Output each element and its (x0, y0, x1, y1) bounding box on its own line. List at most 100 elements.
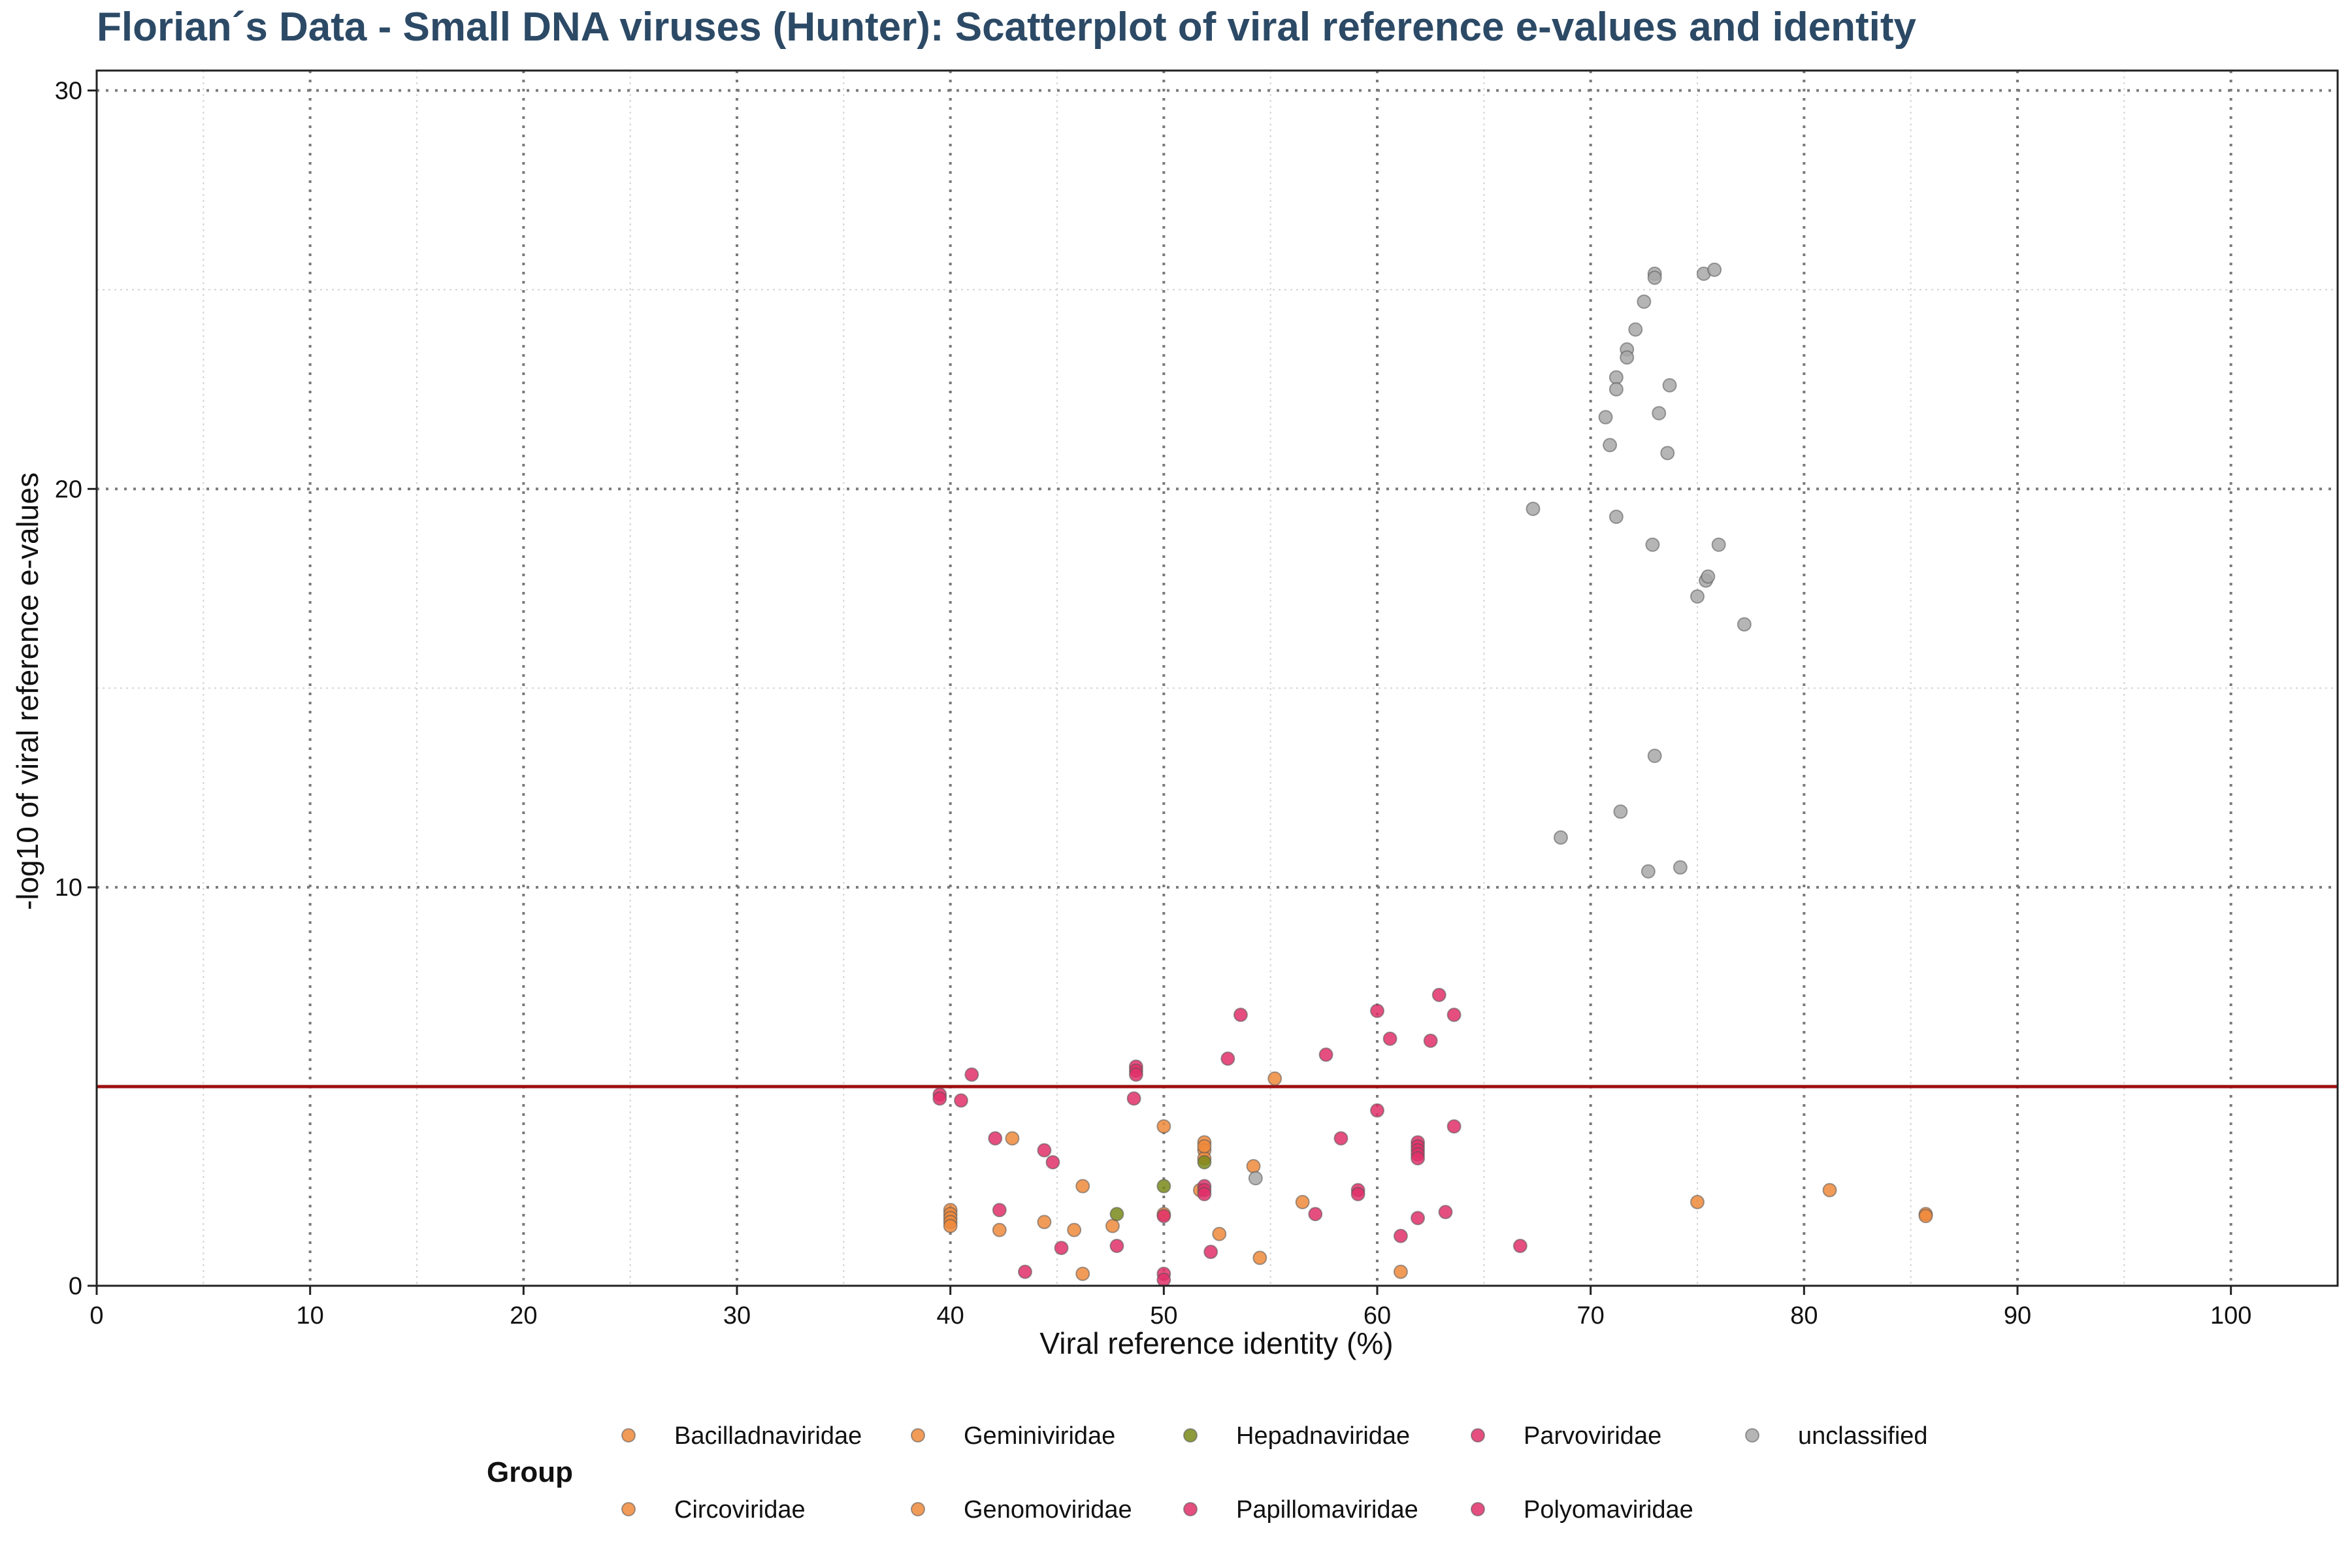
legend-title: Group (487, 1456, 573, 1488)
data-point (1203, 1245, 1218, 1260)
legend: Bacilladnaviridae Circoviridae Geminivirid… (621, 1422, 1928, 1524)
data-point (1641, 864, 1656, 879)
data-point (988, 1131, 1003, 1146)
data-point (1393, 1264, 1408, 1279)
data-point (1822, 1183, 1837, 1198)
data-point (1620, 350, 1635, 365)
y-tick-label: 0 (69, 1273, 82, 1300)
legend-item: Papillomaviridae (1183, 1496, 1418, 1524)
data-point (1109, 1207, 1124, 1222)
data-point (1438, 1205, 1453, 1220)
data-point (1609, 370, 1624, 385)
data-point (1156, 1272, 1171, 1287)
data-point (1212, 1226, 1227, 1241)
legend-marker (621, 1428, 636, 1443)
data-point (1652, 406, 1667, 421)
data-point (1662, 378, 1677, 393)
data-point (1054, 1241, 1069, 1256)
x-tick-label: 50 (1150, 1302, 1177, 1330)
data-point (1526, 501, 1541, 516)
data-point (1673, 860, 1688, 875)
data-point (1220, 1051, 1235, 1066)
x-tick-label: 100 (2210, 1302, 2251, 1330)
data-point (1105, 1218, 1120, 1233)
data-point (1005, 1131, 1020, 1146)
data-point (1512, 1239, 1527, 1254)
data-point (1370, 1103, 1384, 1118)
data-point (992, 1203, 1007, 1218)
data-point (1252, 1250, 1267, 1266)
data-point (1382, 1031, 1397, 1046)
data-point (1233, 1007, 1248, 1022)
legend-label: unclassified (1798, 1422, 1928, 1450)
data-point (1156, 1179, 1171, 1194)
legend-marker (1471, 1502, 1485, 1516)
data-point (1197, 1139, 1212, 1154)
data-point (1333, 1131, 1348, 1146)
legend-item: Hepadnaviridae (1183, 1422, 1410, 1450)
data-point (943, 1218, 958, 1233)
legend-label: Circoviridae (674, 1496, 806, 1524)
data-point (1690, 589, 1705, 604)
y-tick-label: 20 (55, 476, 82, 503)
data-point (1918, 1209, 1933, 1224)
data-point (1711, 537, 1726, 552)
data-point (1156, 1119, 1171, 1134)
data-point (1037, 1143, 1052, 1158)
data-point (1647, 270, 1662, 286)
data-point (1637, 294, 1652, 309)
y-tick-label: 30 (55, 77, 82, 105)
x-axis-title: Viral reference identity (%) (1039, 1326, 1393, 1360)
legend-marker (1183, 1502, 1198, 1516)
legend-label: Polyomaviridae (1524, 1496, 1693, 1524)
data-point (1075, 1179, 1090, 1194)
major-gridlines (97, 71, 2338, 1286)
legend-marker (1471, 1428, 1485, 1443)
data-point (1609, 382, 1624, 397)
data-point (1701, 569, 1716, 584)
x-tick-label: 20 (510, 1302, 537, 1330)
data-point (1267, 1071, 1282, 1086)
legend-item: unclassified (1745, 1422, 1928, 1450)
legend-label: Bacilladnaviridae (674, 1422, 862, 1450)
y-axis-title: -log10 of viral reference e-values (10, 472, 44, 910)
data-point (1018, 1264, 1032, 1279)
data-point (1067, 1222, 1082, 1237)
data-point (1446, 1007, 1462, 1022)
data-point (1707, 262, 1722, 277)
legend-item: Circoviridae (621, 1496, 806, 1524)
data-point (1246, 1159, 1261, 1174)
data-point (1553, 830, 1568, 845)
legend-label: Genomoviridae (964, 1496, 1132, 1524)
legend-item: Geminiviridae (911, 1422, 1115, 1450)
plot-border (95, 69, 2339, 1287)
data-point (1308, 1207, 1323, 1222)
data-point (1609, 510, 1624, 525)
data-point (1393, 1228, 1408, 1243)
data-point (1660, 446, 1675, 461)
data-point (1647, 748, 1662, 763)
data-point (1598, 410, 1613, 425)
data-point (1037, 1215, 1052, 1230)
legend-item: Genomoviridae (911, 1496, 1132, 1524)
y-tick-label: 10 (55, 874, 82, 902)
x-tick-label: 60 (1364, 1302, 1391, 1330)
x-tick-label: 70 (1577, 1302, 1605, 1330)
x-axis-ticks: 0 10 20 30 40 50 60 70 80 90 100 (90, 1286, 2251, 1330)
x-tick-label: 90 (2004, 1302, 2031, 1330)
data-point (1109, 1239, 1124, 1254)
data-point (1295, 1194, 1310, 1209)
data-point (1075, 1266, 1090, 1281)
legend-marker (911, 1502, 925, 1516)
data-point (1197, 1186, 1212, 1201)
x-tick-label: 40 (937, 1302, 964, 1330)
y-axis-ticks: 0 10 20 30 (55, 77, 97, 1300)
data-point (1423, 1033, 1438, 1048)
data-point (1411, 1151, 1426, 1166)
data-point (1370, 1004, 1384, 1019)
data-point (1613, 804, 1628, 819)
legend-label: Parvoviridae (1524, 1422, 1661, 1450)
data-point (1045, 1154, 1060, 1169)
legend-label: Hepadnaviridae (1236, 1422, 1410, 1450)
